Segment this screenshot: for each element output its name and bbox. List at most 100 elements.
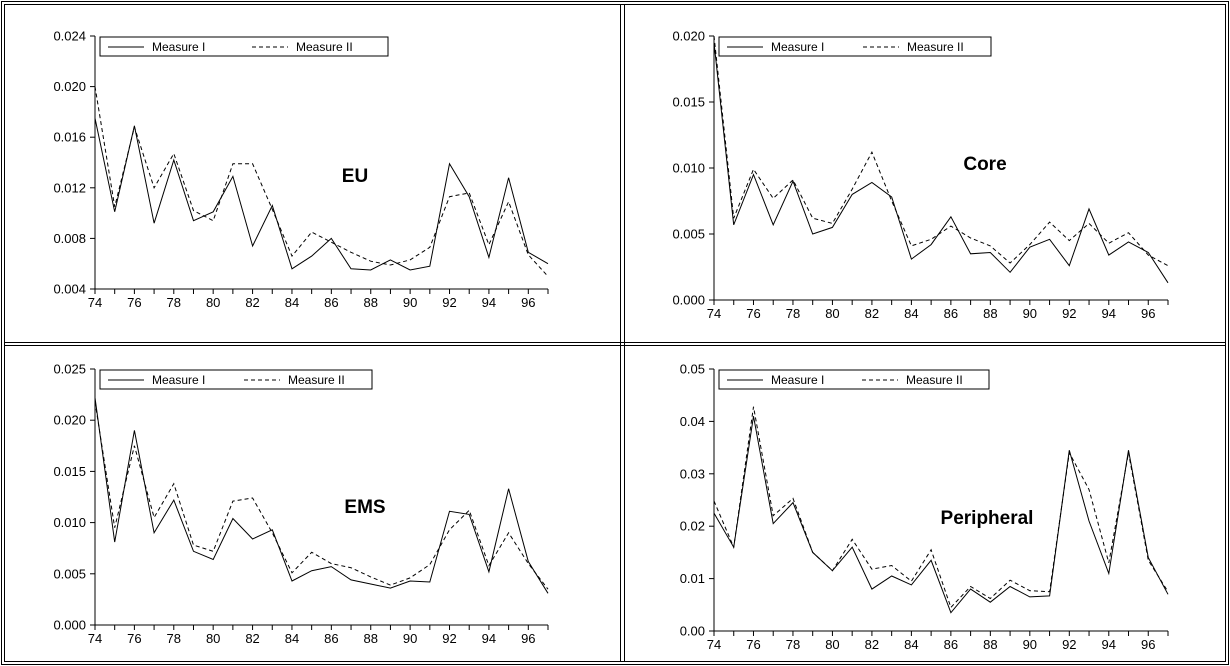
- y-tick-label: 0.015: [672, 95, 705, 110]
- x-tick-label: 94: [1102, 637, 1116, 652]
- x-tick-label: 74: [707, 306, 721, 321]
- series-line-measure-ii: [713, 35, 1169, 267]
- legend-label: Measure I: [152, 373, 205, 387]
- x-tick-label: 84: [904, 637, 918, 652]
- legend-label: Measure I: [771, 373, 824, 387]
- series-line-measure-ii: [713, 406, 1169, 609]
- chart-panel-ems: 0.000 0.005 0.010 0.015 0.020 0.025 74 76 78 80 82…: [53, 362, 549, 646]
- y-tick-label: 0.05: [680, 362, 705, 377]
- x-tick-label: 96: [521, 631, 535, 646]
- x-tick-label: 84: [904, 306, 918, 321]
- x-tick-label: 96: [521, 295, 535, 310]
- y-tick-label: 0.04: [680, 414, 705, 429]
- legend-label: Measure II: [296, 40, 353, 54]
- chart-title: EMS: [344, 497, 385, 518]
- y-tick-label: 0.012: [53, 180, 86, 195]
- x-tick-label: 82: [865, 637, 879, 652]
- x-tick-label: 76: [127, 631, 141, 646]
- series-line-measure-ii: [94, 401, 549, 590]
- y-tick-label: 0.005: [672, 227, 705, 242]
- y-tick-label: 0.016: [53, 130, 86, 145]
- chart-panel-core: 0.000 0.005 0.010 0.015 0.020 74 76 78 80 82 84 86 8…: [672, 29, 1169, 321]
- chart-title: Peripheral: [941, 508, 1034, 529]
- y-tick-label: 0.020: [53, 79, 86, 94]
- x-tick-label: 90: [1023, 306, 1037, 321]
- y-tick-label: 0.03: [680, 466, 705, 481]
- x-tick-label: 92: [442, 295, 456, 310]
- x-tick-label: 86: [944, 637, 958, 652]
- legend-box: [718, 369, 990, 390]
- legend-label: Measure II: [288, 373, 345, 387]
- x-tick-label: 76: [127, 295, 141, 310]
- x-tick-label: 96: [1141, 306, 1155, 321]
- x-tick-label: 80: [206, 631, 220, 646]
- legend-label: Measure II: [907, 40, 964, 54]
- x-tick-label: 90: [1023, 637, 1037, 652]
- x-tick-label: 82: [245, 631, 259, 646]
- x-tick-label: 94: [482, 295, 496, 310]
- y-tick-label: 0.008: [53, 231, 86, 246]
- x-tick-label: 80: [825, 637, 839, 652]
- series-line-measure-ii: [94, 86, 549, 277]
- y-tick-label: 0.000: [672, 293, 705, 308]
- legend-box: [99, 369, 373, 390]
- x-tick-label: 74: [88, 295, 102, 310]
- x-tick-label: 88: [364, 631, 378, 646]
- x-tick-label: 74: [707, 637, 721, 652]
- chart-title: Core: [963, 154, 1006, 175]
- x-tick-label: 84: [285, 631, 299, 646]
- legend-box: [99, 36, 389, 57]
- y-tick-label: 0.025: [53, 362, 86, 377]
- chart-panel-eu: 0.004 0.008 0.012 0.016 0.020 0.024 74 76 78 80 82…: [53, 29, 549, 310]
- series-line-measure-i: [713, 42, 1169, 284]
- x-tick-label: 82: [865, 306, 879, 321]
- x-tick-label: 82: [245, 295, 259, 310]
- series-line-measure-i: [94, 397, 549, 594]
- y-tick-label: 0.01: [680, 571, 705, 586]
- x-tick-label: 80: [206, 295, 220, 310]
- y-tick-label: 0.020: [672, 29, 705, 44]
- outer-border-inner: [4, 4, 1226, 662]
- x-tick-label: 76: [746, 306, 760, 321]
- x-tick-label: 94: [482, 631, 496, 646]
- x-tick-label: 90: [403, 295, 417, 310]
- x-tick-label: 96: [1141, 637, 1155, 652]
- y-tick-label: 0.020: [53, 413, 86, 428]
- y-tick-label: 0.02: [680, 519, 705, 534]
- y-tick-label: 0.004: [53, 282, 86, 297]
- x-tick-label: 88: [364, 295, 378, 310]
- x-tick-label: 90: [403, 631, 417, 646]
- x-tick-label: 94: [1102, 306, 1116, 321]
- y-tick-label: 0.010: [53, 515, 86, 530]
- y-tick-label: 0.024: [53, 29, 86, 44]
- chart-panel-peripheral: 0.00 0.01 0.02 0.03 0.04 0.05 74 76 78 80 82 84 86 88…: [680, 362, 1169, 652]
- x-tick-label: 86: [944, 306, 958, 321]
- x-tick-label: 74: [88, 631, 102, 646]
- x-tick-label: 80: [825, 306, 839, 321]
- y-tick-label: 0.00: [680, 624, 705, 639]
- x-tick-label: 76: [746, 637, 760, 652]
- x-tick-label: 92: [442, 631, 456, 646]
- x-tick-label: 84: [285, 295, 299, 310]
- x-tick-label: 86: [324, 295, 338, 310]
- y-tick-label: 0.000: [53, 618, 86, 633]
- series-line-measure-i: [713, 416, 1169, 614]
- x-tick-label: 78: [786, 637, 800, 652]
- x-tick-label: 78: [167, 631, 181, 646]
- chart-title: EU: [342, 166, 368, 187]
- x-tick-label: 78: [167, 295, 181, 310]
- x-tick-label: 92: [1062, 637, 1076, 652]
- y-tick-label: 0.015: [53, 464, 86, 479]
- x-tick-label: 86: [324, 631, 338, 646]
- legend-label: Measure II: [906, 373, 963, 387]
- x-tick-label: 92: [1062, 306, 1076, 321]
- x-tick-label: 78: [786, 306, 800, 321]
- series-line-measure-i: [94, 118, 549, 271]
- x-tick-label: 88: [983, 637, 997, 652]
- x-tick-label: 88: [983, 306, 997, 321]
- legend-box: [718, 36, 992, 57]
- legend-label: Measure I: [771, 40, 824, 54]
- legend-label: Measure I: [152, 40, 205, 54]
